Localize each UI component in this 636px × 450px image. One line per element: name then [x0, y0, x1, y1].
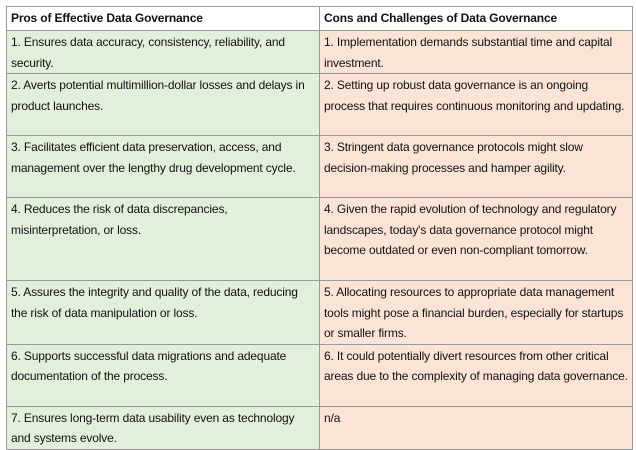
pro-cell: 4. Reduces the risk of data discrepancie… [6, 197, 320, 281]
pro-cell: 1. Ensures data accuracy, consistency, r… [6, 30, 320, 74]
pro-cell: 7. Ensures long-term data usability even… [6, 405, 320, 450]
con-cell: 4. Given the rapid evolution of technolo… [319, 197, 633, 281]
con-cell: 5. Allocating resources to appropriate d… [319, 280, 633, 345]
pro-cell: 3. Facilitates efficient data preservati… [6, 135, 320, 198]
header-cell: Cons and Challenges of Data Governance [319, 6, 633, 31]
table-body: 1. Ensures data accuracy, consistency, r… [6, 30, 633, 450]
pro-cell: 2. Averts potential multimillion-dollar … [6, 73, 320, 136]
con-cell: n/a [319, 405, 633, 450]
pro-cell: 5. Assures the integrity and quality of … [6, 280, 320, 345]
pro-cell: 6. Supports successful data migrations a… [6, 343, 320, 407]
con-cell: 2. Setting up robust data governance is … [319, 73, 633, 136]
table-row: 5. Assures the integrity and quality of … [6, 280, 633, 345]
table-row: 4. Reduces the risk of data discrepancie… [6, 197, 633, 281]
table-row: 7. Ensures long-term data usability even… [6, 405, 633, 450]
con-cell: 6. It could potentially divert resources… [319, 343, 633, 407]
table-row: 3. Facilitates efficient data preservati… [6, 135, 633, 198]
con-cell: 3. Stringent data governance protocols m… [319, 135, 633, 198]
con-cell: 1. Implementation demands substantial ti… [319, 30, 633, 74]
comparison-table: Pros of Effective Data Governance Cons a… [6, 6, 633, 450]
header-cell: Pros of Effective Data Governance [6, 6, 320, 31]
table-row: 1. Ensures data accuracy, consistency, r… [6, 30, 633, 74]
table-row: 2. Averts potential multimillion-dollar … [6, 73, 633, 136]
table-row: 6. Supports successful data migrations a… [6, 343, 633, 407]
header-row: Pros of Effective Data Governance Cons a… [6, 6, 633, 31]
